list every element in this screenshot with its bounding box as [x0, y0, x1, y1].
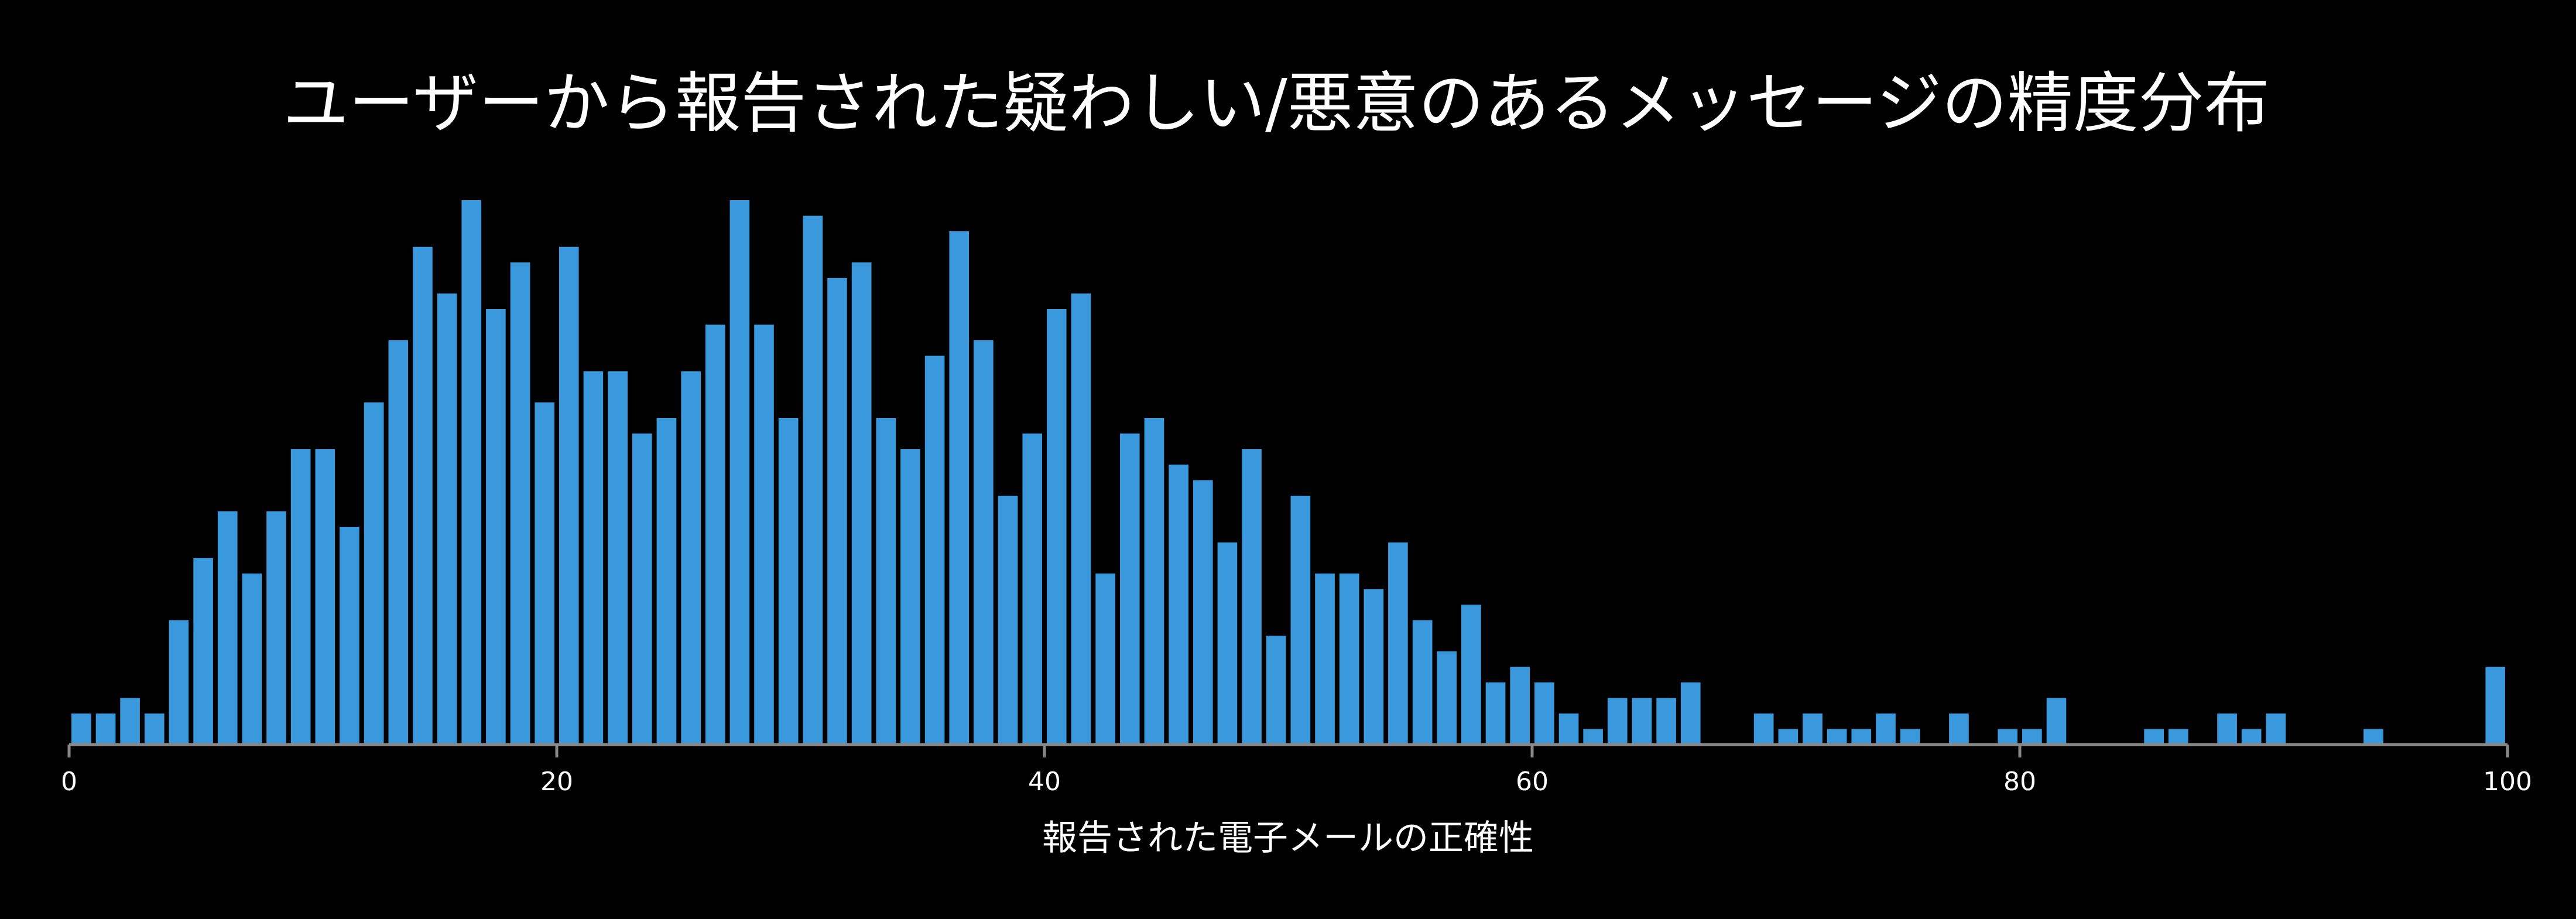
histogram-bar — [1266, 636, 1286, 745]
histogram-bar — [2241, 729, 2262, 745]
histogram-bar — [1632, 698, 1652, 745]
histogram-bar — [1803, 713, 1823, 745]
histogram-bar — [803, 215, 823, 745]
histogram-bar — [437, 293, 457, 745]
histogram-bar — [2266, 713, 2286, 745]
histogram-bar — [876, 418, 896, 745]
histogram-bar — [1998, 729, 2017, 745]
histogram-bar — [1193, 480, 1213, 745]
histogram-bar — [632, 433, 652, 745]
histogram-bar — [1364, 589, 1384, 745]
histogram-bar — [1778, 729, 1799, 745]
histogram-bar — [120, 698, 140, 745]
histogram-bar — [315, 449, 335, 745]
histogram-bar — [1388, 542, 1408, 745]
histogram-bar — [144, 713, 165, 745]
x-tick-label: 0 — [61, 767, 77, 797]
histogram-bar — [1437, 651, 1457, 745]
histogram-bar — [217, 511, 238, 745]
histogram-bar — [1534, 682, 1554, 745]
histogram-bar — [559, 246, 579, 745]
histogram-bar — [681, 371, 701, 745]
histogram-bar — [1095, 573, 1115, 745]
histogram-bar — [1047, 309, 1067, 745]
histogram-bar — [1339, 573, 1359, 745]
x-axis-ticks: 0 20 40 60 80 100 — [61, 745, 2532, 797]
histogram-bar — [1876, 713, 1896, 745]
histogram-bar — [486, 309, 506, 745]
histogram-bar — [2022, 729, 2042, 745]
histogram-bar — [1485, 682, 1506, 745]
histogram-bar — [583, 371, 604, 745]
histogram-bar — [266, 511, 286, 745]
histogram-bar — [998, 495, 1018, 745]
histogram-bar — [924, 355, 945, 745]
x-tick-label: 20 — [540, 767, 573, 797]
chart-title: ユーザーから報告された疑わしい/悪意のあるメッセージの精度分布 — [283, 66, 2269, 142]
histogram-bar — [364, 402, 384, 745]
histogram-bar — [1144, 418, 1164, 745]
histogram-bar — [656, 418, 677, 745]
histogram-bar — [1290, 495, 1311, 745]
histogram-bar — [778, 418, 799, 745]
x-tick-label: 80 — [2003, 767, 2036, 797]
histogram-bar — [510, 262, 530, 745]
histogram-bar — [388, 340, 409, 745]
x-tick-label: 60 — [1516, 767, 1549, 797]
histogram-bar — [1607, 698, 1628, 745]
histogram-bar — [1510, 667, 1530, 745]
histogram-bar — [608, 371, 628, 745]
histogram-bar — [1022, 433, 1042, 745]
histogram-bar — [1583, 729, 1603, 745]
histogram-bar — [1949, 713, 1969, 745]
bars — [71, 200, 2505, 745]
histogram-bar — [1851, 729, 1872, 745]
histogram-bar — [2168, 729, 2188, 745]
x-axis-label: 報告された電子メールの正確性 — [1042, 818, 1534, 859]
histogram-bar — [1120, 433, 1140, 745]
histogram-bar — [729, 200, 750, 745]
histogram-bar — [1753, 713, 1774, 745]
histogram-bar — [95, 713, 116, 745]
histogram-bar — [242, 573, 262, 745]
histogram-bar — [1656, 698, 1676, 745]
histogram-bar — [1217, 542, 1238, 745]
histogram-bar — [2046, 698, 2067, 745]
histogram-bar — [754, 324, 774, 745]
histogram-bar — [1558, 713, 1579, 745]
histogram-bar — [2485, 667, 2505, 745]
x-tick-label: 40 — [1028, 767, 1061, 797]
histogram-bar — [1242, 449, 1262, 745]
histogram-bar — [974, 340, 994, 745]
histogram-bar — [461, 200, 482, 745]
histogram-bar — [705, 324, 725, 745]
histogram-bar — [2144, 729, 2164, 745]
histogram-bar — [169, 620, 189, 745]
histogram-bar — [2217, 713, 2237, 745]
histogram-bar — [1315, 573, 1335, 745]
histogram-bar — [1412, 620, 1433, 745]
histogram-bar — [1900, 729, 1920, 745]
histogram-bar — [413, 246, 433, 745]
histogram-bar — [1461, 604, 1481, 745]
histogram-bar — [827, 277, 847, 745]
histogram-bar — [535, 402, 554, 745]
x-tick-label: 100 — [2483, 767, 2532, 797]
histogram-bar — [851, 262, 872, 745]
histogram-bar — [71, 713, 91, 745]
histogram-bar — [949, 231, 970, 745]
histogram-bar — [340, 527, 359, 745]
histogram-bar — [193, 558, 213, 745]
histogram-bar — [900, 449, 920, 745]
histogram-bar — [1071, 293, 1091, 745]
histogram-bar — [290, 449, 311, 745]
histogram-bar — [1169, 464, 1188, 745]
histogram-bar — [1827, 729, 1847, 745]
histogram-bar — [2363, 729, 2383, 745]
histogram-bar — [1680, 682, 1701, 745]
